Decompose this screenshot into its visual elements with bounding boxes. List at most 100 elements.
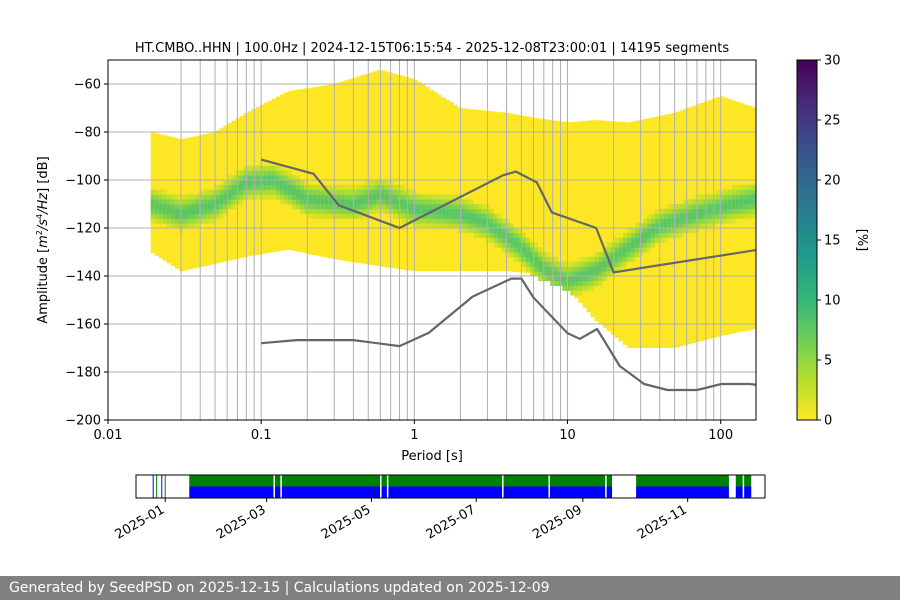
density-cell	[187, 218, 192, 224]
density-cell	[566, 271, 571, 277]
density-cell	[521, 237, 527, 243]
density-cell	[731, 204, 737, 210]
colorbar-tick-label: 25	[824, 114, 841, 129]
density-cell	[473, 218, 479, 224]
density-cell	[247, 189, 253, 195]
density-cell	[433, 223, 438, 229]
density-cell	[368, 189, 374, 195]
density-cell	[441, 194, 446, 200]
density-cell	[489, 228, 495, 234]
density-cell	[707, 223, 713, 229]
density-cell	[530, 242, 535, 248]
density-cell	[610, 271, 616, 277]
density-cell	[392, 189, 398, 195]
density-cell	[328, 194, 333, 200]
density-column	[485, 110, 491, 272]
density-cell	[348, 184, 354, 190]
density-cell	[308, 199, 313, 205]
density-cell	[421, 223, 426, 229]
density-cell	[195, 223, 200, 229]
density-cell	[344, 189, 350, 195]
density-cell	[655, 213, 660, 219]
density-cell	[465, 213, 471, 219]
density-cell	[723, 199, 729, 205]
density-cell	[473, 208, 479, 214]
density-cell	[154, 208, 160, 214]
density-cell	[473, 232, 479, 238]
density-cell	[300, 189, 305, 195]
density-cell	[719, 189, 725, 195]
density-cell	[392, 199, 398, 205]
density-cell	[158, 204, 164, 210]
density-column	[586, 120, 592, 313]
density-cell	[283, 170, 289, 176]
density-column	[570, 121, 576, 294]
density-cell	[271, 170, 277, 176]
density-cell	[679, 208, 684, 214]
density-cell	[699, 204, 705, 210]
density-cell	[170, 223, 176, 229]
density-column	[356, 76, 362, 263]
density-cell	[267, 180, 273, 186]
density-cell	[731, 189, 737, 195]
density-cell	[279, 170, 285, 176]
density-cell	[602, 256, 608, 262]
density-cell	[449, 213, 454, 219]
density-cell	[320, 204, 325, 210]
density-column	[509, 113, 515, 272]
density-cell	[667, 218, 672, 224]
density-cell	[622, 261, 628, 267]
density-cell	[731, 208, 737, 214]
density-cell	[412, 223, 418, 229]
density-cell	[594, 266, 600, 272]
density-cell	[182, 213, 188, 219]
density-cell	[170, 204, 176, 210]
density-cell	[300, 204, 305, 210]
density-cell	[457, 223, 463, 229]
density-cell	[634, 247, 640, 253]
density-column	[400, 75, 406, 270]
density-cell	[651, 223, 656, 229]
density-column	[578, 121, 584, 303]
density-cell	[267, 170, 273, 176]
density-cell	[534, 256, 539, 262]
density-cell	[659, 237, 664, 243]
density-cell	[594, 280, 600, 286]
density-cell	[267, 165, 273, 171]
density-cell	[505, 252, 511, 258]
density-cell	[477, 213, 483, 219]
density-cell	[182, 204, 188, 210]
density-cell	[614, 256, 620, 262]
density-cell	[348, 204, 354, 210]
density-cell	[719, 199, 725, 205]
density-cell	[489, 232, 495, 238]
density-cell	[570, 280, 576, 286]
density-cell	[360, 213, 366, 219]
density-cell	[574, 290, 580, 296]
density-cell	[687, 208, 693, 214]
density-column	[352, 77, 358, 263]
density-cell	[695, 204, 701, 210]
density-cell	[675, 213, 680, 219]
density-cell	[191, 199, 196, 205]
density-cell	[509, 252, 515, 258]
density-cell	[231, 189, 237, 195]
density-cell	[166, 204, 172, 210]
density-cell	[493, 228, 499, 234]
density-cell	[727, 189, 733, 195]
density-column	[582, 120, 588, 308]
density-cell	[219, 204, 224, 210]
density-cell	[239, 194, 245, 200]
processed-span	[189, 475, 613, 487]
density-cell	[594, 256, 600, 262]
density-cell	[622, 232, 628, 238]
density-cell	[659, 208, 664, 214]
density-cell	[582, 256, 588, 262]
density-cell	[219, 184, 224, 190]
density-cell	[509, 228, 515, 234]
density-cell	[259, 165, 265, 171]
density-cell	[174, 208, 180, 214]
density-cell	[719, 204, 725, 210]
density-cell	[638, 247, 644, 253]
density-cell	[344, 213, 350, 219]
